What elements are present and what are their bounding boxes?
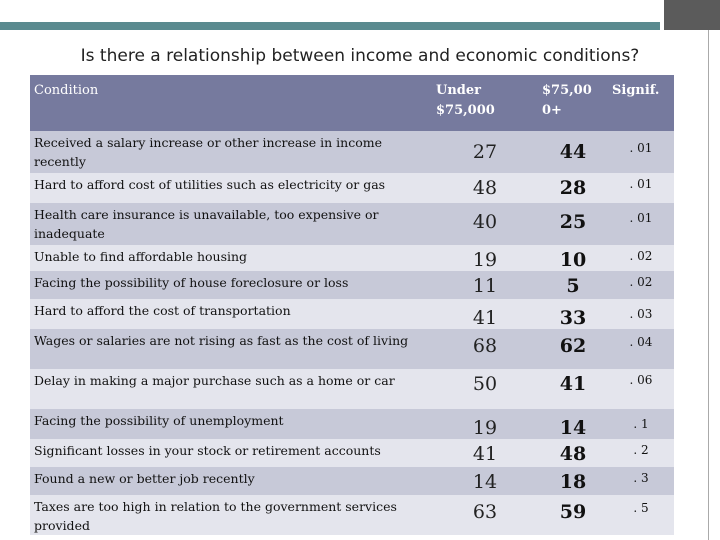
row-condition: Wages or salaries are not rising as fast… <box>30 329 432 369</box>
row-over-75k-value: 18 <box>538 467 608 495</box>
slide-title: Is there a relationship between income a… <box>80 46 640 66</box>
row-under-75k-value: 41 <box>432 299 538 329</box>
table-row: Facing the possibility of house foreclos… <box>30 271 674 299</box>
row-under-75k-value: 27 <box>432 131 538 173</box>
row-under-75k-value: 40 <box>432 203 538 245</box>
row-signif-value: . 02 <box>608 271 674 299</box>
table-row: Facing the possibility of unemployment 19… <box>30 409 674 439</box>
row-condition: Facing the possibility of house foreclos… <box>30 271 432 299</box>
table-header-row: Condition Under $75,000 $75,00 0+ Signif… <box>30 75 674 131</box>
side-rule <box>708 30 709 540</box>
col-header-condition: Condition <box>30 75 432 131</box>
row-over-75k-value: 25 <box>538 203 608 245</box>
table-row: Hard to afford the cost of transportatio… <box>30 299 674 329</box>
row-signif-value: . 2 <box>608 439 674 467</box>
row-over-75k-value: 33 <box>538 299 608 329</box>
row-under-75k-value: 19 <box>432 245 538 271</box>
row-over-75k-value: 5 <box>538 271 608 299</box>
col-header-under-75k: Under $75,000 <box>432 75 538 131</box>
table-row: Received a salary increase or other incr… <box>30 131 674 173</box>
row-over-75k-value: 41 <box>538 369 608 409</box>
row-signif-value: . 01 <box>608 203 674 245</box>
row-condition: Delay in making a major purchase such as… <box>30 369 432 409</box>
row-signif-value: . 04 <box>608 329 674 369</box>
row-under-75k-value: 11 <box>432 271 538 299</box>
table-row: Health care insurance is unavailable, to… <box>30 203 674 245</box>
row-under-75k-value: 50 <box>432 369 538 409</box>
row-signif-value: . 3 <box>608 467 674 495</box>
row-under-75k-value: 63 <box>432 495 538 535</box>
row-condition: Health care insurance is unavailable, to… <box>30 203 432 245</box>
table-row: Found a new or better job recently 14 18. … <box>30 467 674 495</box>
row-signif-value: . 5 <box>608 495 674 535</box>
row-condition: Taxes are too high in relation to the go… <box>30 495 432 535</box>
row-condition: Significant losses in your stock or reti… <box>30 439 432 467</box>
row-condition: Facing the possibility of unemployment <box>30 409 432 439</box>
row-condition: Found a new or better job recently <box>30 467 432 495</box>
table-row: Unable to find affordable housing 19 10. 0… <box>30 245 674 271</box>
row-signif-value: . 03 <box>608 299 674 329</box>
table-row: Significant losses in your stock or reti… <box>30 439 674 467</box>
row-over-75k-value: 48 <box>538 439 608 467</box>
row-under-75k-value: 48 <box>432 173 538 203</box>
row-over-75k-value: 14 <box>538 409 608 439</box>
row-condition: Hard to afford the cost of transportatio… <box>30 299 432 329</box>
header-stripe-teal <box>0 22 660 30</box>
row-over-75k-value: 28 <box>538 173 608 203</box>
row-over-75k-value: 44 <box>538 131 608 173</box>
top-bar <box>0 0 720 22</box>
income-conditions-table: Condition Under $75,000 $75,00 0+ Signif… <box>30 75 674 535</box>
table-row: Hard to afford cost of utilities such as… <box>30 173 674 203</box>
col-header-over-75k: $75,00 0+ <box>538 75 608 131</box>
row-signif-value: . 01 <box>608 131 674 173</box>
table-row: Wages or salaries are not rising as fast… <box>30 329 674 369</box>
row-under-75k-value: 68 <box>432 329 538 369</box>
row-signif-value: . 06 <box>608 369 674 409</box>
row-condition: Received a salary increase or other incr… <box>30 131 432 173</box>
row-over-75k-value: 62 <box>538 329 608 369</box>
row-signif-value: . 01 <box>608 173 674 203</box>
table-row: Delay in making a major purchase such as… <box>30 369 674 409</box>
row-signif-value: . 02 <box>608 245 674 271</box>
col-header-signif: Signif. <box>608 75 674 131</box>
table-row: Taxes are too high in relation to the go… <box>30 495 674 535</box>
row-signif-value: . 1 <box>608 409 674 439</box>
row-condition: Hard to afford cost of utilities such as… <box>30 173 432 203</box>
row-over-75k-value: 10 <box>538 245 608 271</box>
row-under-75k-value: 14 <box>432 467 538 495</box>
row-condition: Unable to find affordable housing <box>30 245 432 271</box>
header-stripe-gray <box>664 0 720 30</box>
row-under-75k-value: 19 <box>432 409 538 439</box>
row-under-75k-value: 41 <box>432 439 538 467</box>
row-over-75k-value: 59 <box>538 495 608 535</box>
